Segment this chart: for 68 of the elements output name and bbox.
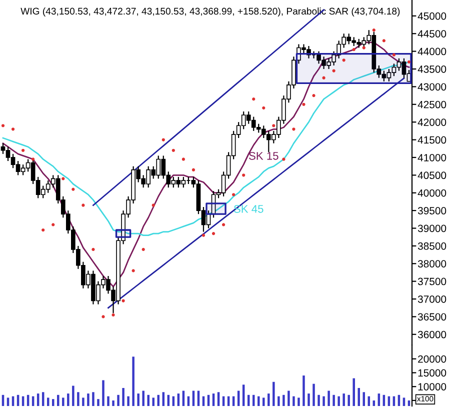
- point: [112, 313, 115, 316]
- point: [252, 98, 256, 101]
- point: [382, 39, 386, 42]
- point: [232, 193, 236, 196]
- point: [62, 177, 65, 180]
- point: [272, 124, 276, 128]
- point: [362, 46, 366, 50]
- y-tick-label: 42000: [418, 118, 446, 126]
- y-tick-label: 41000: [418, 154, 446, 162]
- y-tick-label: 43500: [418, 66, 446, 73]
- y-tick-label: 44000: [418, 48, 446, 56]
- y-tick-label: 40000: [418, 189, 446, 197]
- y-tick-label: 37000: [418, 296, 446, 303]
- point: [72, 188, 75, 191]
- point: [192, 168, 196, 172]
- point: [322, 76, 326, 80]
- point: [282, 158, 286, 161]
- y-tick-label: 10000: [418, 383, 446, 390]
- point: [42, 228, 45, 232]
- point: [262, 106, 266, 110]
- point: [52, 223, 55, 226]
- y-tick-label: 38000: [418, 260, 446, 268]
- point: [132, 269, 135, 272]
- point: [172, 148, 175, 152]
- point: [292, 128, 296, 131]
- y-tick-label: 40500: [418, 172, 446, 180]
- y-tick-label: 39500: [418, 207, 446, 214]
- point: [162, 138, 165, 142]
- y-tick-label: 15000: [418, 369, 446, 377]
- point: [11, 128, 15, 131]
- point: [22, 148, 25, 152]
- y-tick-label: 37500: [418, 278, 446, 286]
- series-label: SK 15: [249, 152, 278, 160]
- point: [102, 315, 105, 318]
- point: [142, 248, 145, 252]
- point: [332, 69, 336, 72]
- point: [152, 204, 155, 207]
- y-tick-label: 45000: [418, 12, 446, 20]
- point: [82, 204, 85, 207]
- point: [122, 299, 125, 302]
- series-label: SK 45: [234, 204, 264, 213]
- line-series: [92, 9, 324, 206]
- point: [372, 28, 376, 32]
- y-tick-label: 38500: [418, 242, 446, 250]
- point: [407, 60, 411, 64]
- line-series: [108, 78, 405, 309]
- point: [32, 158, 35, 161]
- y-tick-label: 44500: [418, 30, 446, 38]
- point: [312, 94, 316, 98]
- point: [352, 48, 356, 52]
- point: [1, 124, 5, 128]
- point: [92, 248, 95, 252]
- y-tick-label: 42500: [418, 100, 446, 108]
- point: [392, 53, 396, 56]
- point: [302, 102, 306, 106]
- y-tick-label: 41500: [418, 136, 446, 144]
- y-tick-label: 43000: [418, 83, 446, 91]
- point: [242, 174, 246, 177]
- line-series: [2, 61, 410, 236]
- y-tick-label: 36500: [418, 313, 446, 321]
- point: [222, 223, 226, 226]
- point: [212, 232, 216, 236]
- point: [202, 234, 206, 237]
- y-tick-label: 36000: [418, 330, 446, 338]
- point: [342, 58, 346, 62]
- point: [182, 158, 185, 161]
- y-tick-label: 20000: [418, 355, 446, 363]
- y-tick-label: 39000: [418, 224, 446, 232]
